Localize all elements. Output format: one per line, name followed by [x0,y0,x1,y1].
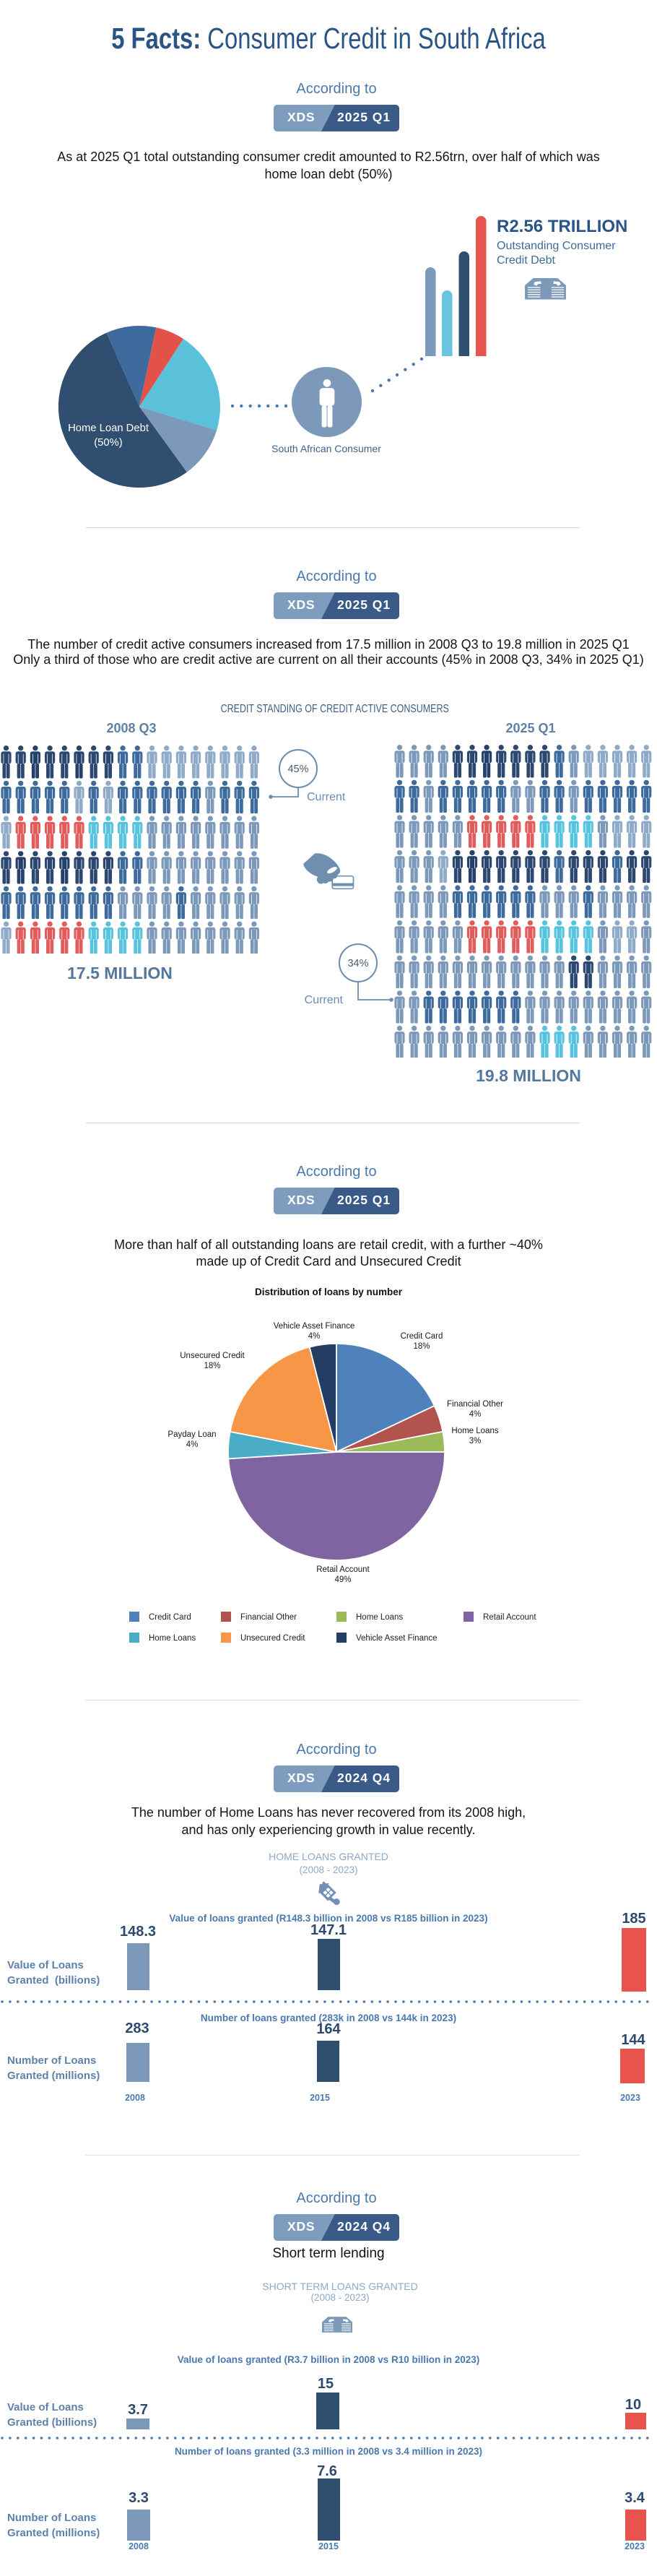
svg-text:34%: 34% [347,958,368,969]
svg-text:Current: Current [305,994,344,1006]
svg-text:45%: 45% [287,764,308,775]
svg-text:(50%): (50%) [94,437,123,449]
svg-text:Home Loan Debt: Home Loan Debt [68,423,149,434]
svg-text:Current: Current [307,791,346,803]
